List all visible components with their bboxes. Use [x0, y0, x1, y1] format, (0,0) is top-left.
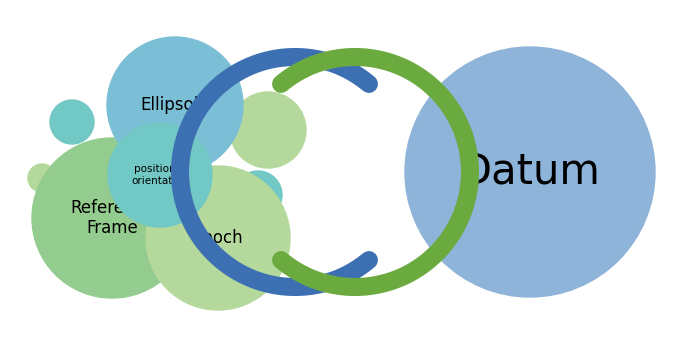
Circle shape — [28, 164, 56, 192]
Circle shape — [32, 138, 192, 298]
Circle shape — [146, 166, 290, 310]
Circle shape — [107, 37, 243, 173]
Circle shape — [230, 92, 306, 168]
Circle shape — [234, 171, 282, 219]
Text: Datum: Datum — [460, 151, 600, 193]
Text: Epoch: Epoch — [192, 229, 243, 247]
Circle shape — [250, 222, 286, 258]
Circle shape — [50, 100, 94, 144]
Text: Reference
Frame: Reference Frame — [70, 199, 154, 237]
Circle shape — [108, 123, 212, 227]
Text: Ellipsoid: Ellipsoid — [141, 96, 209, 114]
Circle shape — [405, 47, 655, 297]
Text: position &
orientation: position & orientation — [131, 164, 188, 186]
